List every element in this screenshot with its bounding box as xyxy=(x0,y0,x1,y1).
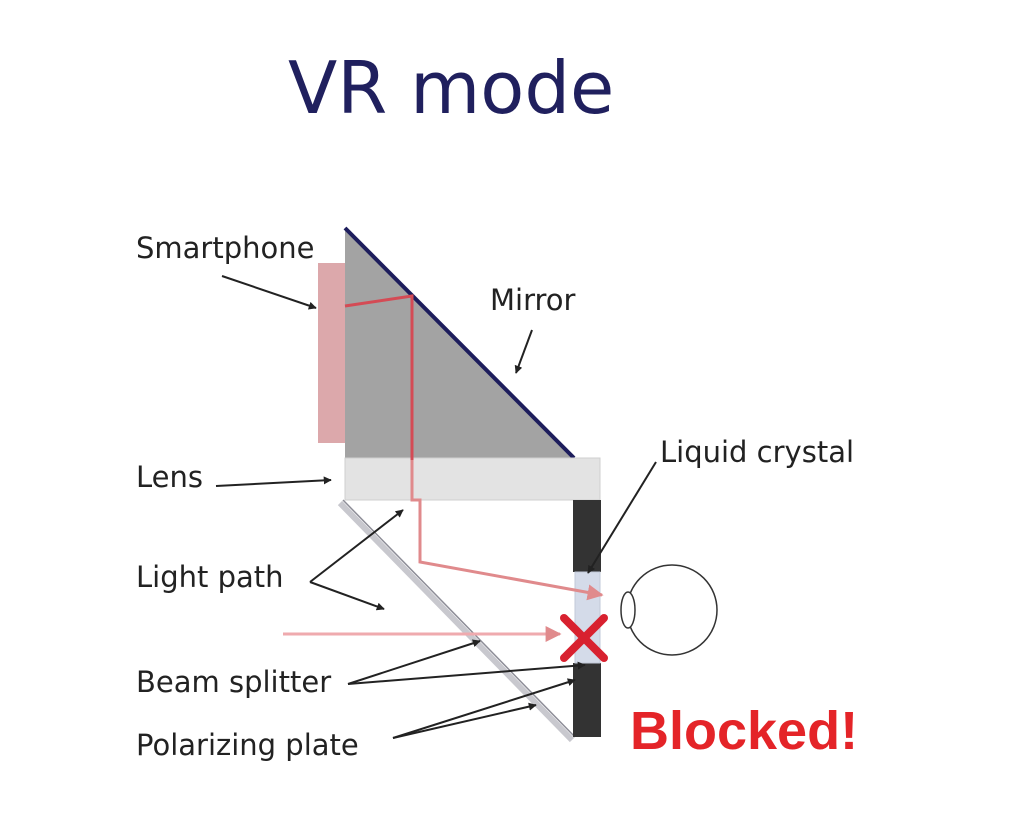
smartphone-arrow xyxy=(221,275,317,310)
mirror-arrow xyxy=(514,329,533,374)
polarizing-plate-label: Polarizing plate xyxy=(136,728,359,762)
dark-frame-lower xyxy=(573,663,601,737)
dark-frame-upper xyxy=(573,500,601,572)
beam-splitter-arrow-left xyxy=(347,639,481,685)
polarizing-plate-line xyxy=(342,499,576,738)
beam-splitter-arrow-right xyxy=(347,661,586,685)
light-path-arrow-lower xyxy=(309,581,385,611)
smartphone-label: Smartphone xyxy=(136,231,315,265)
mirror-label: Mirror xyxy=(490,283,576,317)
polarizing-plate-arrow-right xyxy=(392,678,576,739)
light-path-internal xyxy=(344,294,414,460)
light-path-label: Light path xyxy=(136,560,284,594)
blocked-status-text: Blocked! xyxy=(630,701,859,761)
light-path-to-eye xyxy=(410,460,604,601)
lens-arrow xyxy=(215,476,332,487)
beam-splitter-label: Beam splitter xyxy=(136,665,332,699)
light-path-arrow-upper xyxy=(309,509,404,583)
diagram-title: VR mode xyxy=(288,46,615,130)
mirror-line xyxy=(343,226,576,460)
smartphone-shape xyxy=(318,263,345,443)
liquid-crystal-label: Liquid crystal xyxy=(660,435,855,469)
lens-shape xyxy=(344,457,601,501)
liquid-crystal-arrow xyxy=(587,461,657,574)
eye-cornea-shape xyxy=(620,591,636,629)
lens-label: Lens xyxy=(136,460,203,494)
beam-splitter-line xyxy=(337,500,575,743)
block-cross-icon xyxy=(560,614,608,662)
eye-icon xyxy=(626,564,718,656)
polarizing-plate-arrow-left xyxy=(392,702,537,739)
